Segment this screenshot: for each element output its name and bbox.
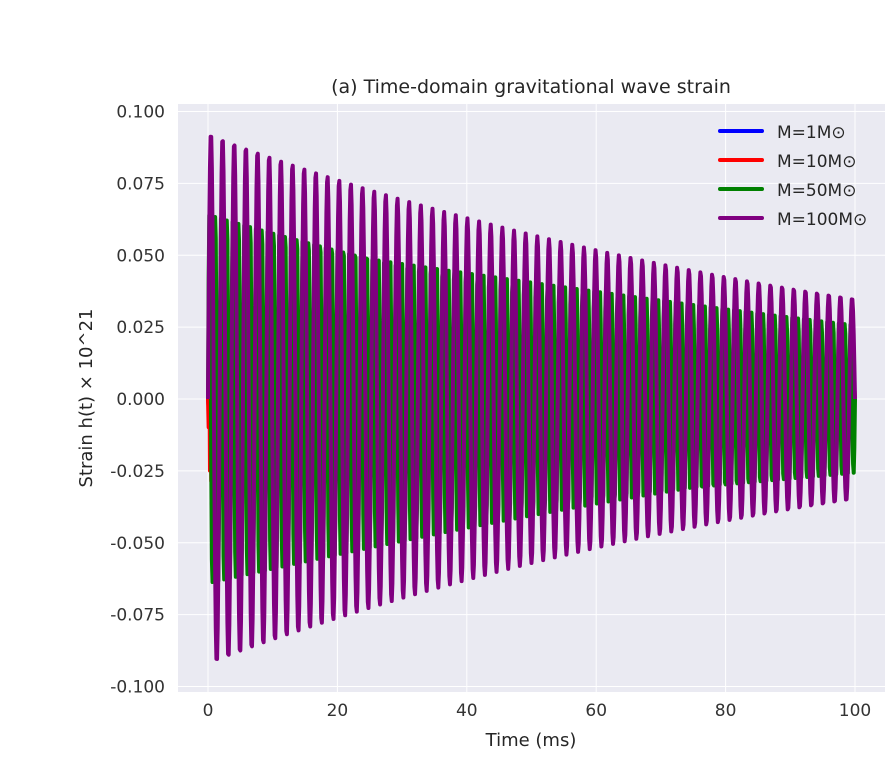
y-tick-label: -0.025 bbox=[110, 462, 165, 482]
x-tick-label: 20 bbox=[327, 701, 349, 721]
x-tick-label: 0 bbox=[203, 701, 214, 721]
series-line-m-50 bbox=[206, 213, 857, 585]
legend: M=1M⊙ M=10M⊙ M=50M⊙ M=100M⊙ bbox=[718, 123, 867, 230]
y-tick-label: 0.000 bbox=[116, 390, 165, 410]
legend-label: M=50M⊙ bbox=[777, 181, 856, 201]
x-tick-label: 100 bbox=[839, 701, 871, 721]
y-tick-label: -0.050 bbox=[110, 534, 165, 554]
y-tick-label: -0.100 bbox=[110, 678, 165, 698]
chart-title: (a) Time-domain gravitational wave strai… bbox=[331, 76, 731, 98]
y-tick-label: 0.050 bbox=[116, 246, 165, 266]
x-tick-label: 40 bbox=[456, 701, 478, 721]
x-tick-label: 60 bbox=[585, 701, 607, 721]
y-tick-label: 0.075 bbox=[116, 174, 165, 194]
series-lines bbox=[206, 134, 857, 661]
y-tick-label: 0.100 bbox=[116, 103, 165, 123]
y-axis-label: Strain h(t) × 10^21 bbox=[76, 309, 97, 488]
y-ticks: 0.100 0.075 0.050 0.025 0.000 -0.025 -0.050 -0.… bbox=[110, 103, 165, 698]
legend-label: M=1M⊙ bbox=[777, 123, 846, 143]
x-axis-label: Time (ms) bbox=[485, 730, 577, 751]
series-line-m-100 bbox=[206, 134, 857, 661]
x-ticks: 0 20 40 60 80 100 bbox=[203, 701, 872, 721]
legend-label: M=10M⊙ bbox=[777, 152, 856, 172]
x-tick-label: 80 bbox=[715, 701, 737, 721]
legend-label: M=100M⊙ bbox=[777, 210, 867, 230]
y-tick-label: -0.075 bbox=[110, 606, 165, 626]
y-tick-label: 0.025 bbox=[116, 318, 165, 338]
